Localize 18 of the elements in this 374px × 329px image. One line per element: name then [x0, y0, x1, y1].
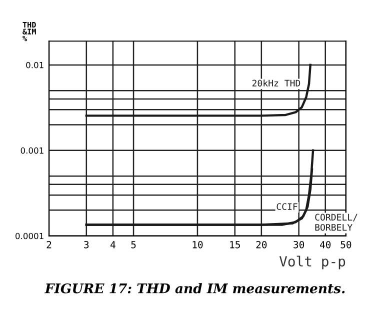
series-label: CORDELL/ BORBELY	[315, 214, 358, 231]
series-label: 20kHz THD	[252, 80, 300, 87]
y-tick-label: 0.01	[26, 62, 44, 68]
x-tick-label: 4	[110, 241, 116, 248]
x-tick-label: 40	[320, 240, 331, 248]
x-tick-label: 30	[294, 240, 304, 248]
x-tick-label: 15	[230, 241, 240, 248]
x-tick-label: 50	[340, 240, 352, 248]
y-tick-label: 0.001	[20, 147, 44, 154]
x-tick-label: 3	[84, 240, 89, 248]
y-tick-label: 0.0001	[16, 232, 44, 240]
x-axis-title: Volt p-p	[279, 256, 346, 270]
series-label: CCIF	[276, 203, 298, 210]
x-tick-label: 2	[46, 240, 52, 248]
x-tick-label: 5	[131, 241, 136, 248]
x-tick-label: 10	[192, 240, 203, 248]
caption: FIGURE 17: THD and IM measurements.	[44, 283, 345, 294]
x-tick-label: 20	[256, 240, 267, 248]
